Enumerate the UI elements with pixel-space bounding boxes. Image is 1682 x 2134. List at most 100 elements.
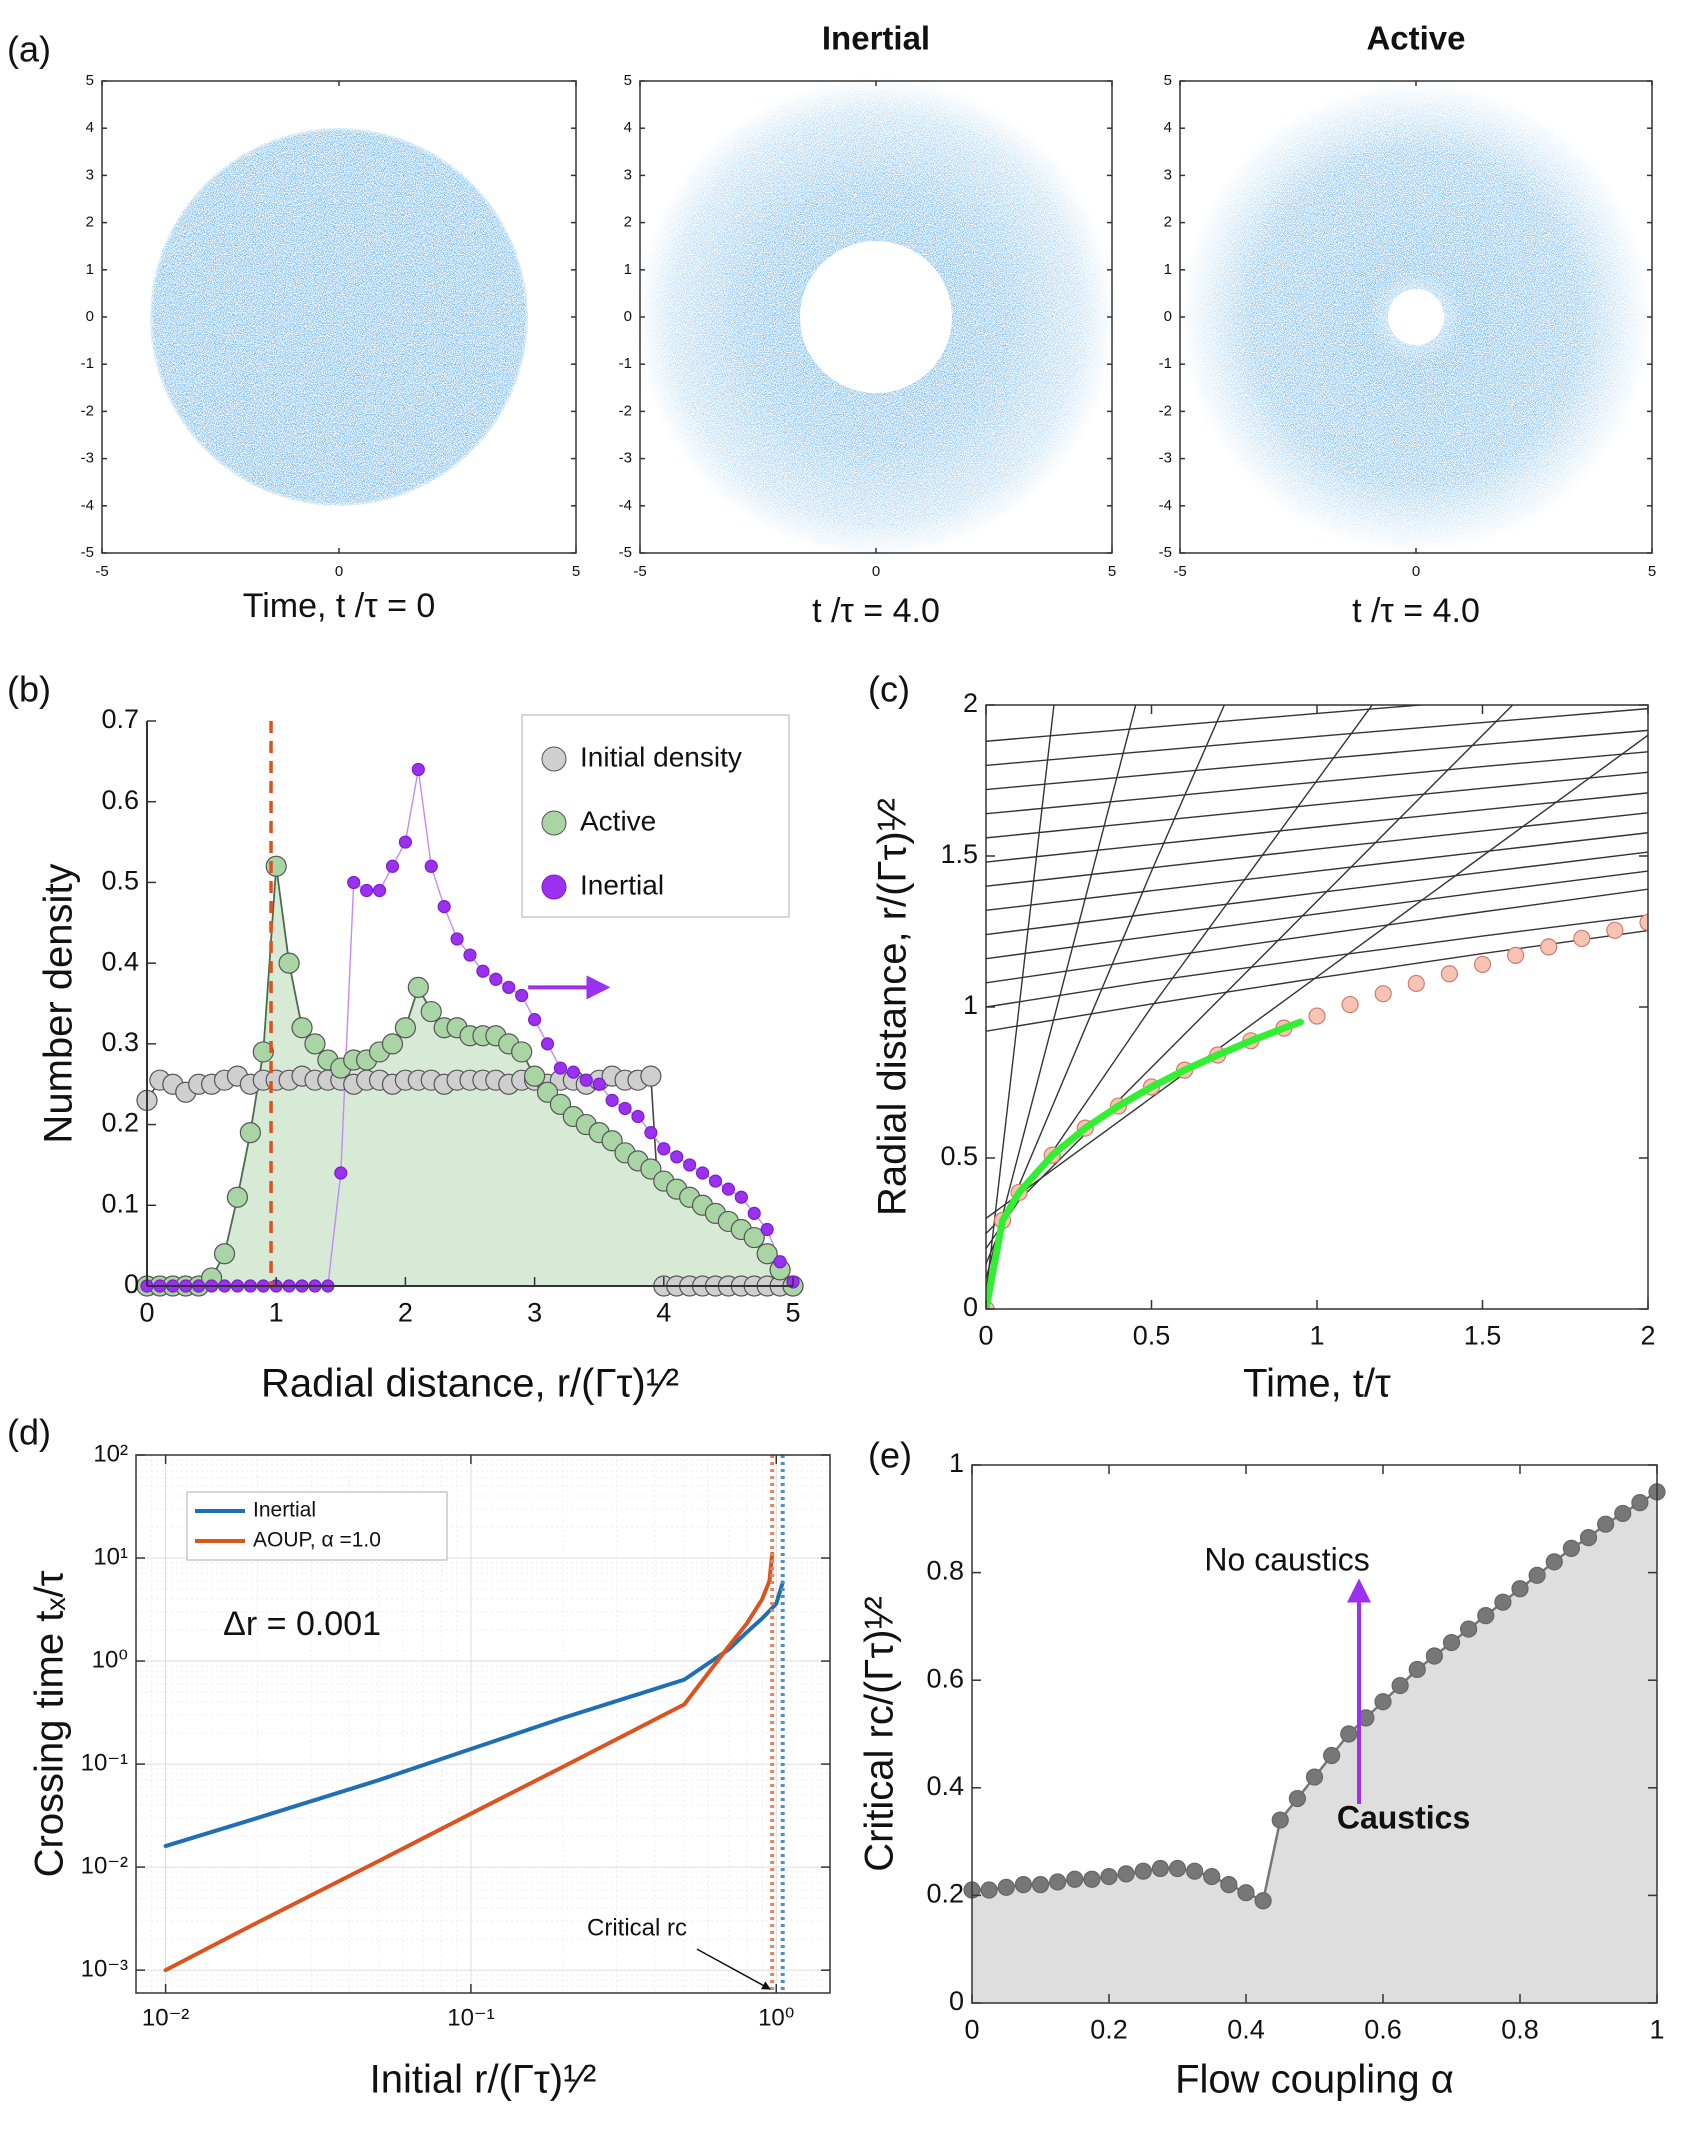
y-tick-label: 0.4 [926, 1771, 964, 1801]
y-tick-label: -1 [81, 355, 94, 372]
y-tick-label: 0 [963, 1292, 978, 1322]
legend-label: AOUP, α =1.0 [253, 1529, 381, 1552]
marker [1606, 921, 1624, 939]
y-tick-label: -2 [81, 402, 94, 419]
y-tick-label: 0 [1164, 308, 1172, 325]
marker [1066, 1870, 1084, 1888]
marker [1545, 1553, 1563, 1571]
particle-cloud [150, 128, 528, 506]
marker [721, 1182, 736, 1196]
x-tick-label: 5 [572, 563, 580, 580]
y-tick-label: -2 [619, 402, 632, 419]
marker [1271, 1811, 1289, 1829]
marker [743, 1226, 765, 1249]
marker [1540, 938, 1558, 956]
marker [226, 1186, 249, 1208]
x-tick-label: 4 [656, 1297, 671, 1327]
x-axis-label: t /τ = 4.0 [812, 592, 940, 630]
series-line [986, 705, 1374, 1250]
marker [523, 1065, 546, 1087]
legend-box [521, 714, 790, 918]
marker [683, 1158, 697, 1172]
marker [424, 859, 438, 873]
y-tick-label: 3 [624, 166, 632, 183]
marker [1014, 1876, 1032, 1894]
marker [1100, 1867, 1118, 1886]
x-tick-label: 0 [139, 1297, 154, 1327]
marker [463, 948, 477, 962]
y-tick-label: -5 [81, 544, 94, 561]
y-tick-label: 5 [624, 72, 632, 89]
panel-title: Inertial [822, 20, 930, 57]
marker [1425, 1647, 1443, 1665]
x-tick-label: 0 [872, 563, 880, 580]
y-tick-label: 0.3 [101, 1027, 139, 1057]
marker [1639, 913, 1648, 932]
marker [291, 1017, 313, 1039]
marker [760, 1222, 774, 1237]
marker [1614, 1504, 1632, 1523]
marker [1562, 1539, 1580, 1557]
y-tick-label: -4 [81, 497, 94, 514]
marker [644, 1126, 658, 1140]
marker [394, 1017, 416, 1039]
marker [420, 1000, 442, 1023]
marker [476, 964, 490, 978]
y-tick-label: 0.1 [101, 1188, 139, 1218]
series-line [986, 812, 1648, 887]
legend-label: Inertial [253, 1499, 316, 1522]
marker [1477, 1607, 1495, 1625]
y-tick-label: 2 [86, 214, 94, 231]
series-line [986, 929, 1648, 1032]
y-tick-label: 4 [1164, 119, 1172, 136]
x-axis-label: Initial r/(Γτ)¹⁄² [370, 2058, 597, 2102]
series-line [986, 870, 1648, 960]
y-tick-label: 10⁰ [92, 1646, 128, 1673]
marker [1528, 1566, 1546, 1584]
marker [407, 976, 429, 998]
y-tick-label: -2 [1159, 402, 1172, 419]
annotation: Critical rc [587, 1914, 687, 1941]
x-axis-label: Radial distance, r/(Γτ)¹⁄² [261, 1362, 679, 1406]
y-tick-label: 1 [86, 261, 94, 278]
particle-cloud [1180, 81, 1652, 553]
y-tick-label: 4 [86, 119, 94, 136]
x-tick-label: 0 [964, 2014, 979, 2044]
plot-area [136, 1455, 830, 1993]
marker [347, 875, 361, 890]
y-tick-label: 10⁻² [81, 1852, 128, 1879]
marker [437, 900, 451, 914]
marker [1460, 1620, 1478, 1638]
marker [334, 1166, 348, 1180]
marker [579, 1073, 593, 1087]
legend-label: Initial density [580, 741, 742, 772]
x-axis-label: Time, t /τ = 0 [243, 587, 436, 625]
series-line [986, 851, 1648, 936]
marker [1407, 974, 1425, 993]
y-axis-label: Number density [37, 863, 81, 1143]
y-tick-label: 2 [624, 214, 632, 231]
axes-frame [135, 1454, 831, 1994]
y-tick-label: 0 [124, 1269, 139, 1299]
y-tick-label: 1.5 [940, 839, 978, 869]
marker [1631, 1494, 1649, 1512]
marker [1117, 1865, 1135, 1883]
marker [239, 1122, 261, 1144]
marker [640, 1158, 662, 1180]
marker [1573, 929, 1591, 948]
marker [527, 1013, 542, 1027]
x-tick-label: 0 [1412, 563, 1420, 580]
y-tick-label: -5 [619, 544, 632, 561]
x-tick-label: 1.5 [1464, 1320, 1502, 1350]
marker [566, 1065, 580, 1079]
y-tick-label: 0.6 [926, 1663, 964, 1693]
series-line [986, 707, 1648, 767]
series-line [986, 734, 1648, 1220]
marker [252, 1041, 274, 1063]
marker [1579, 1529, 1598, 1547]
x-tick-label: -5 [1173, 563, 1186, 580]
marker [1031, 1876, 1050, 1894]
y-tick-label: 1 [1164, 261, 1172, 278]
marker [605, 1093, 619, 1107]
marker [657, 1142, 671, 1156]
